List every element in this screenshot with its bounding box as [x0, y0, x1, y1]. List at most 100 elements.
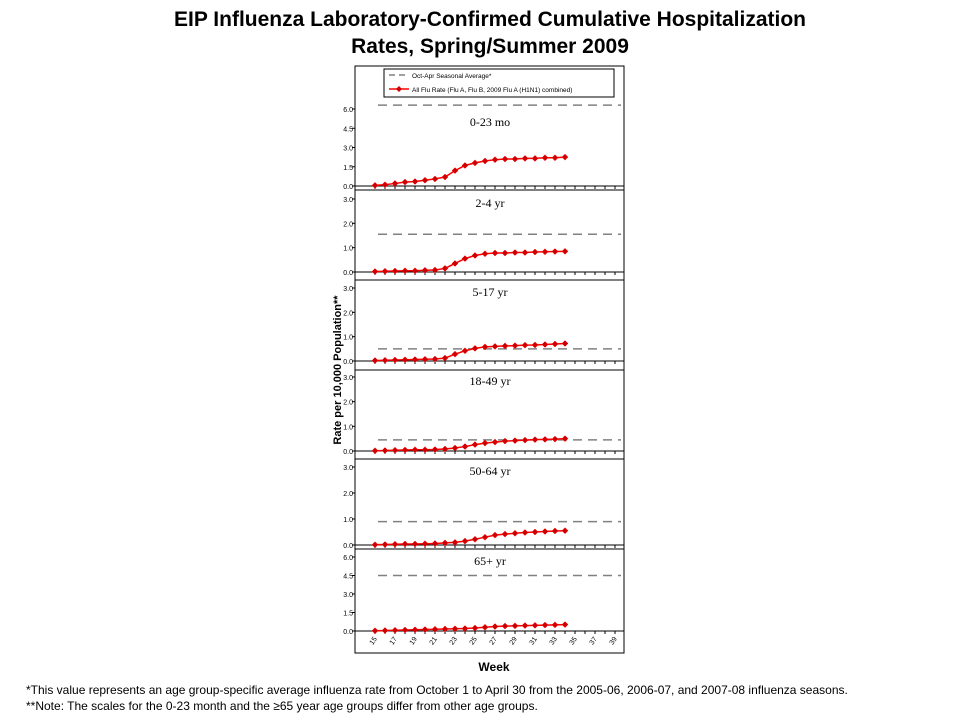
- rate-point: [451, 167, 459, 174]
- rate-point: [381, 627, 389, 634]
- rate-point: [501, 622, 509, 630]
- rate-point: [501, 249, 509, 257]
- rate-point: [411, 540, 419, 548]
- x-tick-label: 17: [389, 636, 399, 646]
- y-tick-label: 3.0: [343, 465, 353, 472]
- rate-point: [461, 347, 469, 355]
- legend: Oct-Apr Seasonal Average* All Flu Rate (F…: [383, 68, 615, 98]
- rate-point: [501, 437, 509, 445]
- panel-label: 50-64 yr: [470, 464, 511, 478]
- rate-point: [461, 443, 469, 450]
- y-tick-label: 3.0: [343, 197, 353, 204]
- rate-point: [411, 267, 419, 275]
- rate-point: [431, 355, 439, 363]
- x-tick-label: 25: [469, 636, 479, 646]
- rate-point: [391, 267, 399, 275]
- x-tick-label: 35: [569, 636, 579, 646]
- rate-point: [561, 340, 569, 347]
- rate-point: [461, 162, 469, 169]
- legend-label-seasonal-average: Oct-Apr Seasonal Average*: [412, 73, 492, 80]
- rate-point: [441, 539, 449, 547]
- rate-point: [551, 435, 559, 443]
- rate-point: [501, 342, 509, 350]
- rate-point: [531, 248, 539, 256]
- rate-point: [371, 541, 379, 549]
- panel-frame: [354, 458, 625, 550]
- panel-label: 0-23 mo: [470, 115, 510, 129]
- rate-point: [421, 266, 429, 274]
- rate-point: [541, 248, 549, 256]
- rate-point: [491, 343, 499, 350]
- rate-point: [391, 446, 399, 454]
- rate-point: [381, 181, 389, 189]
- rate-point: [371, 182, 379, 189]
- rate-point: [491, 531, 499, 539]
- y-tick-label: 1.5: [343, 165, 353, 172]
- rate-point: [451, 444, 459, 452]
- rate-point: [471, 624, 479, 632]
- rate-point: [431, 266, 439, 274]
- x-tick-label: 15: [369, 636, 379, 646]
- rate-point: [371, 268, 379, 275]
- rate-point: [411, 356, 419, 363]
- rate-point: [381, 541, 389, 548]
- rate-point: [541, 528, 549, 535]
- rate-point: [521, 249, 529, 256]
- rate-point: [391, 356, 399, 364]
- y-tick-label: 3.0: [343, 592, 353, 599]
- rate-point: [471, 252, 479, 259]
- rate-point: [481, 157, 489, 165]
- y-tick-label: 0.0: [343, 270, 353, 277]
- rate-point: [401, 356, 409, 364]
- rate-point: [511, 249, 519, 256]
- rate-point: [451, 260, 459, 267]
- rate-point: [371, 357, 379, 364]
- rate-point: [421, 540, 429, 548]
- rate-point: [421, 355, 429, 363]
- y-tick-label: 0.0: [343, 184, 353, 191]
- rate-point: [391, 626, 399, 634]
- rate-point: [391, 180, 399, 187]
- y-tick-label: 3.0: [343, 375, 353, 382]
- rate-point: [511, 437, 519, 444]
- panel-5-17-yr: 0.0 1.0 2.0 3.0 5-17 yr: [343, 279, 625, 371]
- y-tick-label: 2.0: [343, 221, 353, 228]
- y-tick-label: 0.0: [343, 629, 353, 636]
- rate-point: [481, 623, 489, 631]
- rate-point: [441, 625, 449, 633]
- rate-point: [451, 625, 459, 633]
- y-tick-label: 1.0: [343, 246, 353, 253]
- panel-frame: [354, 279, 625, 371]
- legend-marker-rate: [396, 86, 402, 92]
- y-tick-label: 2.0: [343, 491, 353, 498]
- rate-point: [551, 621, 559, 629]
- y-tick-label: 1.5: [343, 611, 353, 618]
- rate-point: [401, 178, 409, 186]
- rate-point: [511, 529, 519, 537]
- y-tick-label: 1.0: [343, 517, 353, 524]
- rate-point: [481, 533, 489, 541]
- rate-point: [421, 626, 429, 633]
- rate-point: [481, 250, 489, 258]
- rate-point: [441, 445, 449, 453]
- rate-point: [521, 341, 529, 349]
- rate-point: [521, 529, 529, 536]
- y-tick-label: 6.0: [343, 555, 353, 562]
- rate-point: [511, 155, 519, 163]
- footnote-seasonal-average: *This value represents an age group-spec…: [26, 683, 848, 697]
- rate-point: [491, 438, 499, 446]
- rate-point: [491, 156, 499, 164]
- rate-point: [541, 341, 549, 348]
- y-tick-label: 1.0: [343, 424, 353, 431]
- rate-point: [491, 623, 499, 630]
- y-tick-label: 3.0: [343, 286, 353, 293]
- rate-point: [431, 446, 439, 453]
- panel-label: 2-4 yr: [476, 196, 505, 210]
- legend-label-rate: All Flu Rate (Flu A, Flu B, 2009 Flu A (…: [412, 87, 572, 94]
- rate-point: [441, 264, 449, 272]
- rate-point: [491, 249, 499, 257]
- rate-point: [401, 540, 409, 548]
- rate-point: [401, 267, 409, 275]
- rate-point: [381, 447, 389, 454]
- footnote-scale-note: **Note: The scales for the 0-23 month an…: [26, 699, 538, 713]
